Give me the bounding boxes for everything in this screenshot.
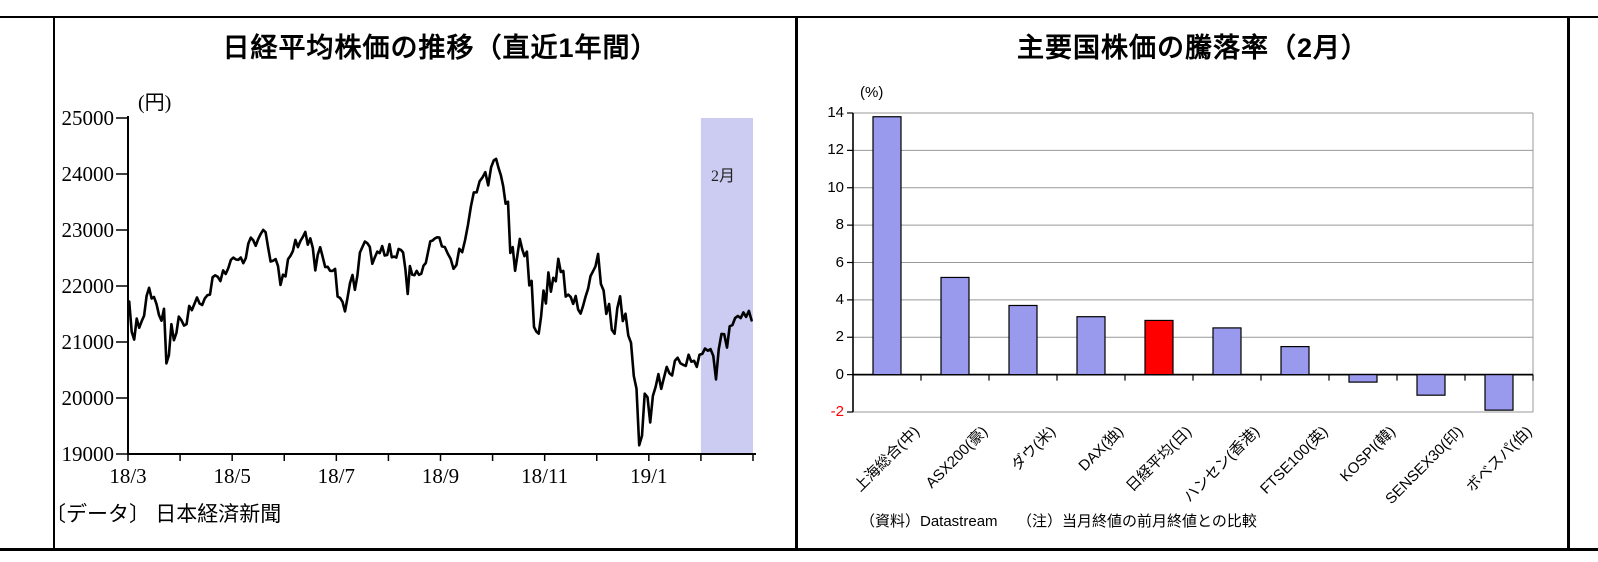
- bar-上海総合(中): [872, 116, 902, 376]
- country-chart-title: 主要国株価の騰落率（2月）: [1016, 33, 1369, 63]
- y-axis-tick-label: 4: [835, 290, 844, 308]
- y-axis-tick-label: 20000: [61, 386, 115, 410]
- yen-unit-label: (円): [138, 92, 172, 114]
- bottom-border: [0, 548, 1598, 551]
- y-axis-tick-label: 14: [827, 104, 844, 121]
- february-band-label: 2月: [710, 168, 735, 185]
- x-axis-tick-label: 18/7: [317, 464, 355, 488]
- y-axis-tick-label: 19000: [61, 442, 115, 466]
- y-axis-tick-label: 23000: [61, 218, 115, 242]
- bar-FTSE100(英): [1280, 345, 1310, 376]
- bar-DAX(独): [1076, 316, 1106, 376]
- y-axis-tick-label: 24000: [61, 162, 115, 186]
- x-axis-tick-label: 18/9: [421, 464, 460, 488]
- category-label: ボベスパ(伯): [1462, 423, 1536, 496]
- y-axis-tick-label: 2: [835, 328, 844, 346]
- y-axis-tick-label: -2: [830, 403, 844, 420]
- x-axis-tick-label: 18/5: [213, 464, 251, 488]
- y-axis-tick-label: 10: [827, 178, 844, 196]
- top-border: [0, 16, 1598, 18]
- x-axis-tick-label: 18/3: [109, 464, 147, 488]
- percent-unit-label: (%): [860, 84, 884, 101]
- bar-ダウ(米): [1008, 304, 1038, 376]
- nikkei-chart-title: 日経平均株価の推移（直近1年間）: [222, 33, 659, 63]
- y-axis-tick-label: 12: [827, 141, 844, 159]
- nikkei-price-line: [127, 157, 753, 447]
- bar-chart-note: （注）当月終値の前月終値との比較: [1017, 513, 1257, 530]
- category-label: 上海総合(中): [851, 423, 924, 496]
- bar-data-source: （資料）Datastream: [860, 513, 998, 530]
- bar-ASX200(豪): [940, 276, 970, 376]
- category-label: KOSPI(韓): [1337, 423, 1400, 486]
- category-label: FTSE100(英): [1256, 423, 1332, 498]
- y-axis-tick-label: 6: [835, 253, 844, 271]
- bar-日経平均(日): [1144, 319, 1174, 376]
- bar-KOSPI(韓): [1348, 374, 1378, 383]
- category-label: ASX200(豪): [922, 423, 992, 492]
- x-axis-tick-label: 19/1: [630, 464, 668, 488]
- right-border: [1567, 16, 1570, 550]
- category-label: ダウ(米): [1008, 423, 1060, 475]
- x-axis-tick-label: 18/11: [521, 464, 569, 488]
- bar-ハンセン(香港): [1212, 327, 1242, 376]
- category-label: DAX(独): [1075, 423, 1128, 475]
- y-axis-tick-label: 21000: [61, 330, 115, 354]
- nikkei-data-source: 〔データ〕 日本経済新聞: [45, 502, 282, 526]
- center-divider: [795, 16, 798, 550]
- bar-SENSEX30(印): [1416, 374, 1446, 396]
- bar-ボベスパ(伯): [1484, 374, 1514, 411]
- y-axis-tick-label: 0: [835, 365, 844, 383]
- y-axis-tick-label: 25000: [61, 106, 115, 130]
- left-border: [53, 16, 55, 550]
- y-axis-tick-label: 8: [835, 216, 844, 234]
- y-axis-tick-label: 22000: [61, 274, 115, 298]
